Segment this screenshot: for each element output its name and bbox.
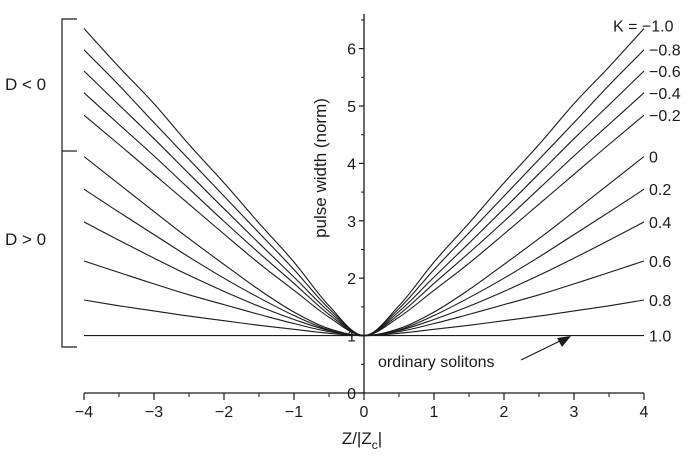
d-positive-label: D > 0 [5,230,46,249]
x-axis-title-sub: c [372,438,378,452]
y-tick-label: 0 [347,386,356,403]
series-label: 0.6 [649,254,671,271]
x-tick-label: 3 [570,404,579,421]
bracket-line [61,18,77,348]
axes: −4 −3 −2 −1 0 1 2 3 4 0 1 2 3 4 5 6 [75,14,649,421]
series-label: −0.2 [649,108,681,125]
x-tick-label: −1 [285,404,303,421]
series-label: 0.8 [649,293,671,310]
ordinary-solitons-label: ordinary solitons [378,354,495,371]
series-label: −0.6 [649,64,681,81]
x-tick-label: −4 [75,404,93,421]
series-label: −0.4 [649,86,681,103]
series-label: −0.8 [649,43,681,60]
y-tick-label: 6 [347,42,356,59]
x-axis-title-main: Z/|Z [342,429,372,448]
x-tick-label: −3 [145,404,163,421]
x-axis-title-tail: | [378,429,382,448]
series-label: K = −1.0 [613,19,674,36]
y-tick-label: 3 [347,214,356,231]
x-tick-label: 4 [640,404,649,421]
dispersion-bracket: D < 0 D > 0 [5,18,77,348]
y-tick-label: 2 [347,271,356,288]
x-tick-label: 1 [430,404,439,421]
x-tick-label: 0 [360,404,369,421]
ordinary-solitons-arrowhead [557,336,571,347]
y-tick-label: 5 [347,99,356,116]
x-tick-label: −2 [215,404,233,421]
y-tick-label: 1 [347,329,356,346]
series-label: 0.2 [649,182,671,199]
x-tick-label: 2 [500,404,509,421]
series-label: 0 [649,150,658,167]
d-negative-label: D < 0 [5,75,46,94]
x-axis-title: Z/|Zc| [342,429,382,452]
series-label: 1.0 [649,329,671,346]
y-tick-label: 4 [347,156,356,173]
series-labels: K = −1.0 −0.8 −0.6 −0.4 −0.2 0 0.2 0.4 0.6 0.8 1.0 [613,19,681,346]
series-curves [83,28,645,337]
series-label: 0.4 [649,215,671,232]
ordinary-solitons-arrow [520,339,563,361]
y-axis-title: pulse width (norm) [311,98,330,238]
